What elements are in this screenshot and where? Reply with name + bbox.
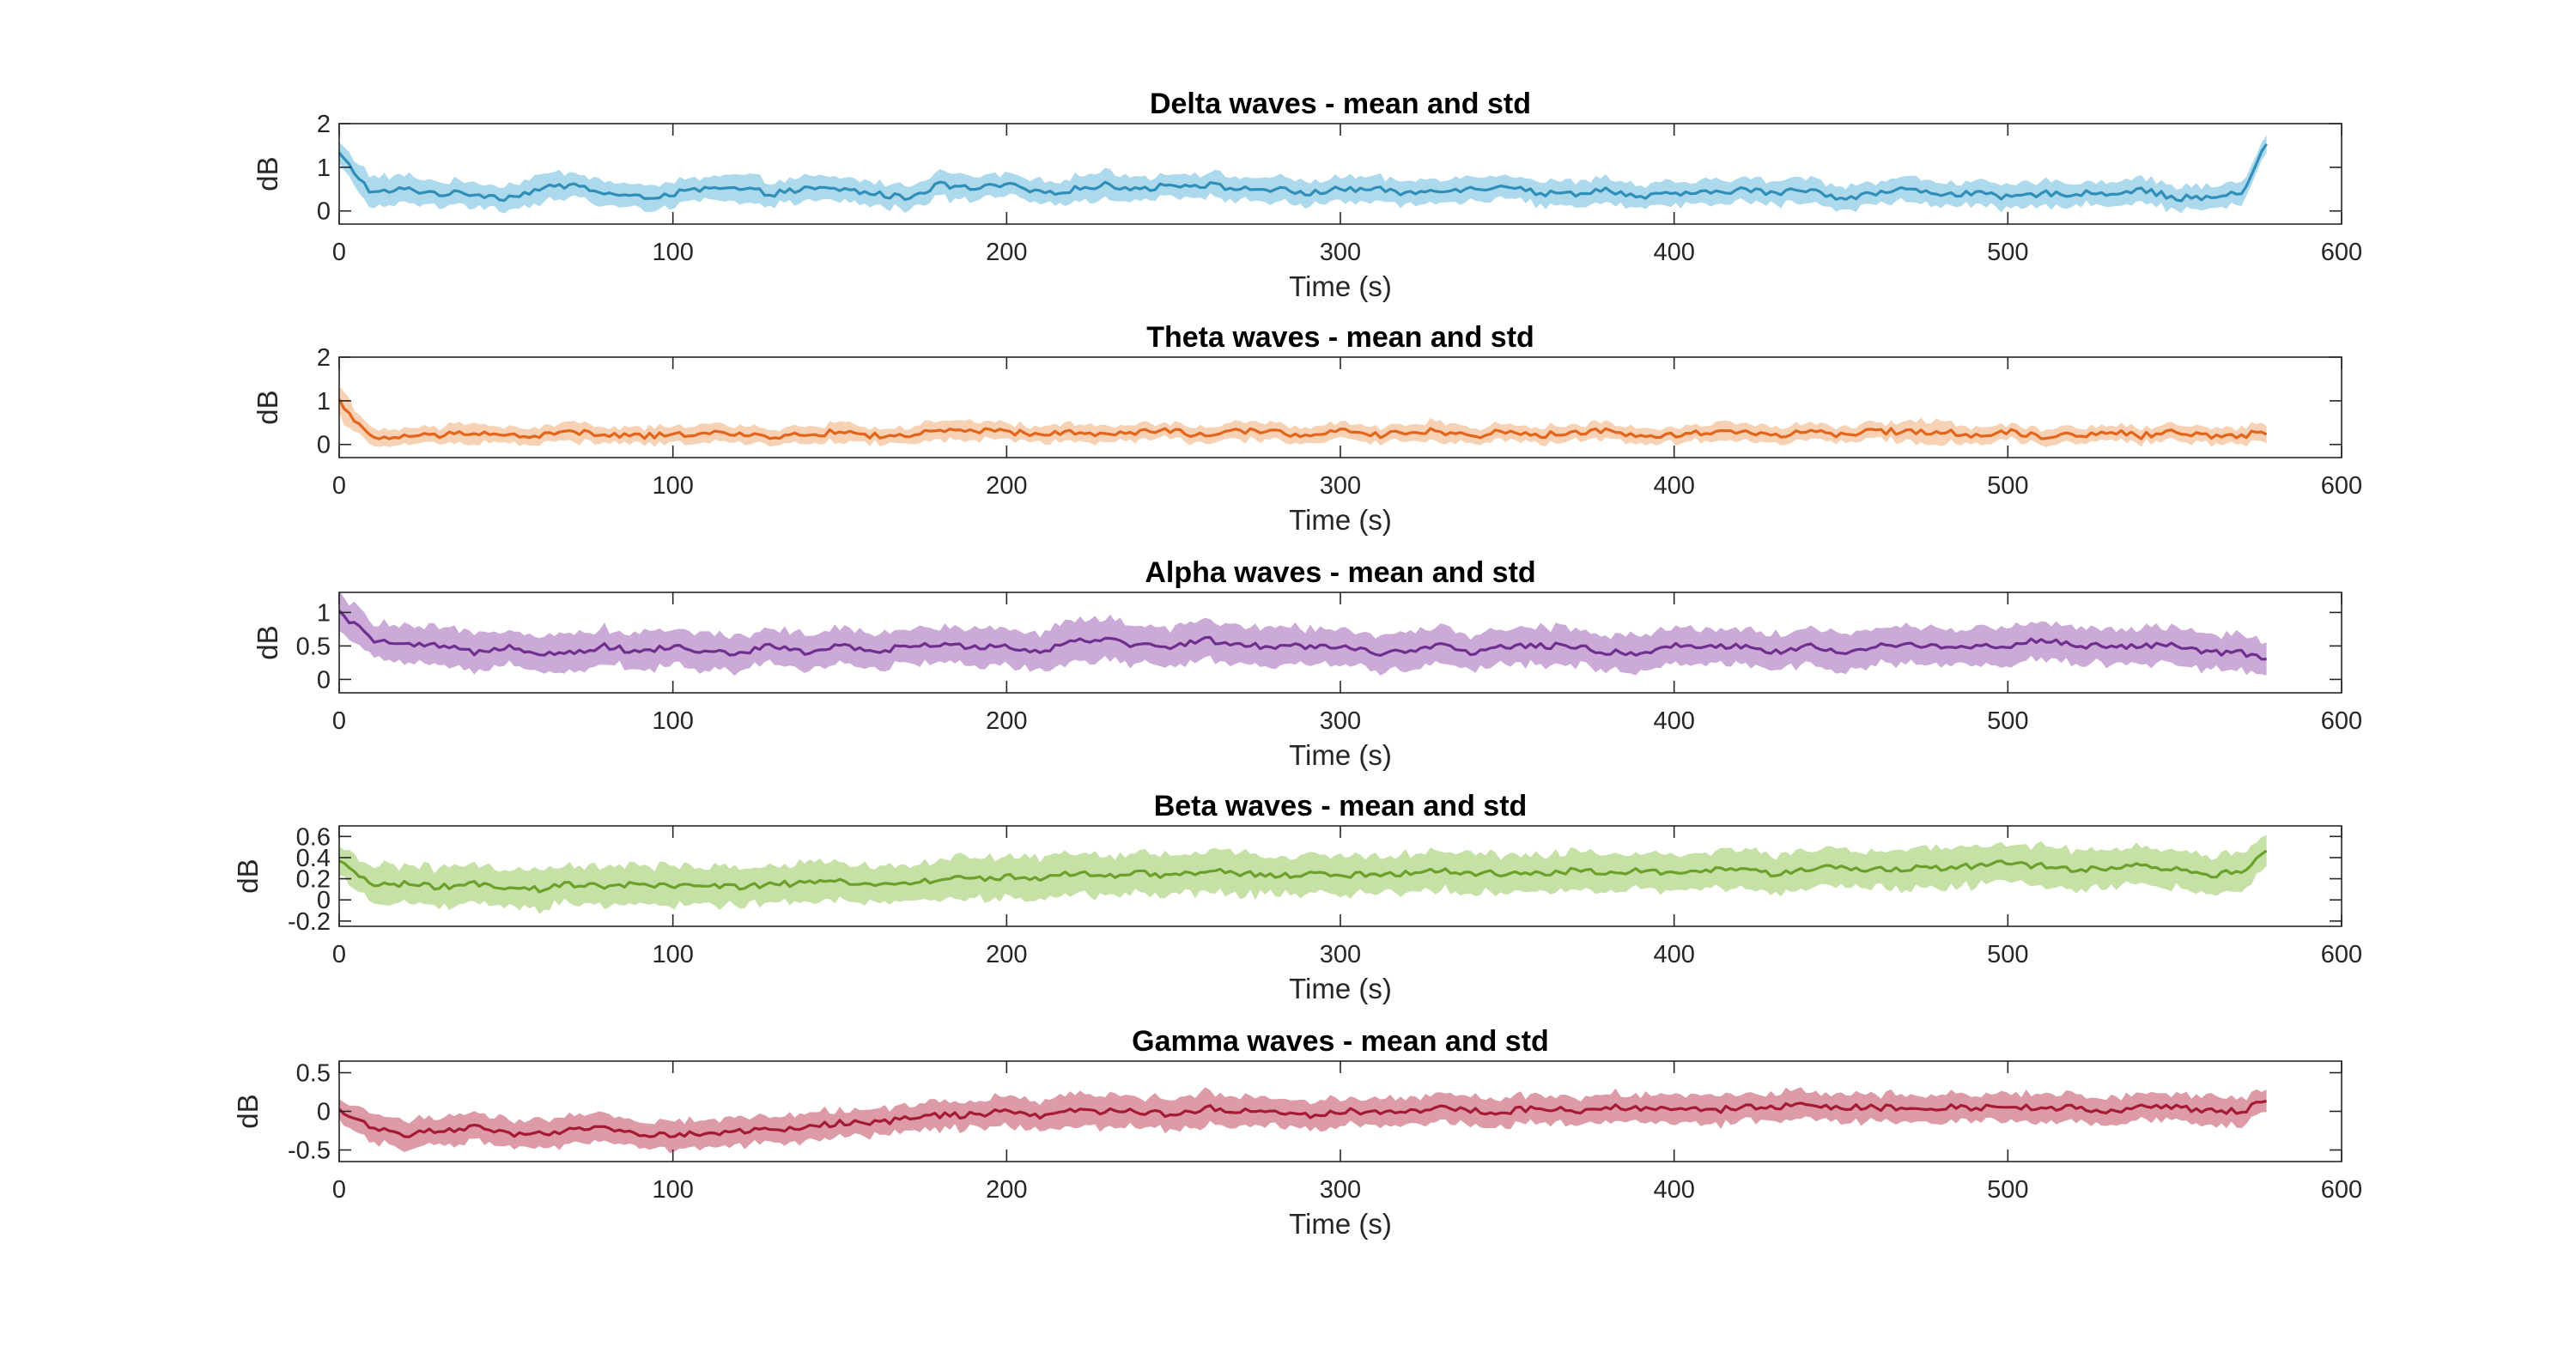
mean-line [338,849,2268,894]
y-tick-label: 0 [317,887,331,914]
x-tick-label: 200 [986,707,1027,735]
y-tick-label: 1 [317,155,331,182]
x-tick-label: 200 [986,1176,1027,1204]
x-tick-label: 600 [2321,472,2362,500]
x-tick-label: 600 [2321,239,2362,266]
x-tick-label: 500 [1987,1176,2028,1204]
std-band [339,386,2267,447]
x-axis-label: Time (s) [1289,1208,1392,1240]
x-tick-label: 300 [1320,472,1361,500]
std-band [339,591,2267,677]
std-band [339,135,2267,214]
axes-box [338,123,2342,225]
y-axis-label: dB [232,1094,264,1128]
x-tick-label: 300 [1320,941,1361,968]
mean-line [337,143,2268,203]
x-tick-label: 100 [652,1176,693,1204]
y-tick-label: 0.6 [296,823,331,851]
x-tick-label: 100 [652,941,693,968]
y-tick-label: 0 [317,198,331,226]
y-axis-label: dB [232,859,264,893]
y-tick-label: 2 [317,344,331,372]
x-tick-label: 300 [1320,707,1361,735]
x-tick-label: 200 [986,472,1027,500]
x-tick-label: 400 [1653,941,1694,968]
y-tick-label: 1 [317,388,331,416]
mean-line [337,610,2267,661]
chart-title: Alpha waves - mean and std [1145,556,1535,589]
chart-title: Beta waves - mean and std [1154,790,1528,822]
x-tick-label: 400 [1653,239,1694,266]
y-tick-label: 0.4 [296,845,331,872]
x-axis-label: Time (s) [1289,973,1392,1004]
y-tick-label: 0 [317,1099,331,1126]
x-tick-label: 100 [652,707,693,735]
x-tick-label: 500 [1987,941,2028,968]
panel-1: 0 100 200 300 400 500 600 0 1 2 Delta waves - mean… [252,88,2362,302]
y-tick-label: 0.5 [296,1060,331,1088]
y-axis-label: dB [252,156,283,191]
x-tick-label: 600 [2321,707,2362,735]
x-tick-label: 500 [1987,472,2028,500]
y-tick-label: 0 [317,432,331,459]
y-tick-label: 0 [317,666,331,694]
chart-title: Delta waves - mean and std [1150,88,1531,120]
x-tick-label: 500 [1987,239,2028,266]
x-tick-label: 0 [332,472,346,500]
x-tick-label: 400 [1653,1176,1694,1204]
x-tick-label: 400 [1653,707,1694,735]
x-tick-label: 200 [986,239,1027,266]
std-band [339,1087,2267,1154]
chart-title: Theta waves - mean and std [1146,321,1534,354]
x-tick-label: 300 [1320,239,1361,266]
y-tick-label: 1 [317,599,331,627]
x-tick-label: 100 [652,472,693,500]
x-tick-label: 0 [332,239,346,266]
y-tick-label: 0.5 [296,633,331,660]
x-tick-label: 300 [1320,1176,1361,1204]
panel-2: 0 100 200 300 400 500 600 0 1 2 Theta waves - mean… [252,321,2362,536]
y-axis-label: dB [252,390,283,424]
x-tick-label: 500 [1987,707,2028,735]
panel-3: 0 100 200 300 400 500 600 0 0.5 1 Alpha waves - me… [252,556,2362,771]
mean-line [337,1099,2267,1138]
y-tick-label: -0.2 [288,908,331,936]
x-tick-label: 100 [652,239,693,266]
x-axis-label: Time (s) [1289,739,1392,771]
x-tick-label: 200 [986,941,1027,968]
y-tick-label: 2 [317,111,331,138]
y-axis-label: dB [252,625,283,659]
x-tick-label: 0 [332,941,346,968]
chart-title: Gamma waves - mean and std [1132,1025,1549,1058]
y-tick-label: -0.5 [288,1138,331,1165]
x-axis-label: Time (s) [1289,504,1392,536]
x-tick-label: 600 [2321,1176,2362,1204]
y-tick-label: 0.2 [296,866,331,894]
x-tick-label: 400 [1653,472,1694,500]
x-tick-label: 0 [332,707,346,735]
mean-line [337,398,2268,440]
x-axis-label: Time (s) [1289,270,1392,302]
x-tick-label: 0 [332,1176,346,1204]
x-tick-label: 600 [2321,941,2362,968]
